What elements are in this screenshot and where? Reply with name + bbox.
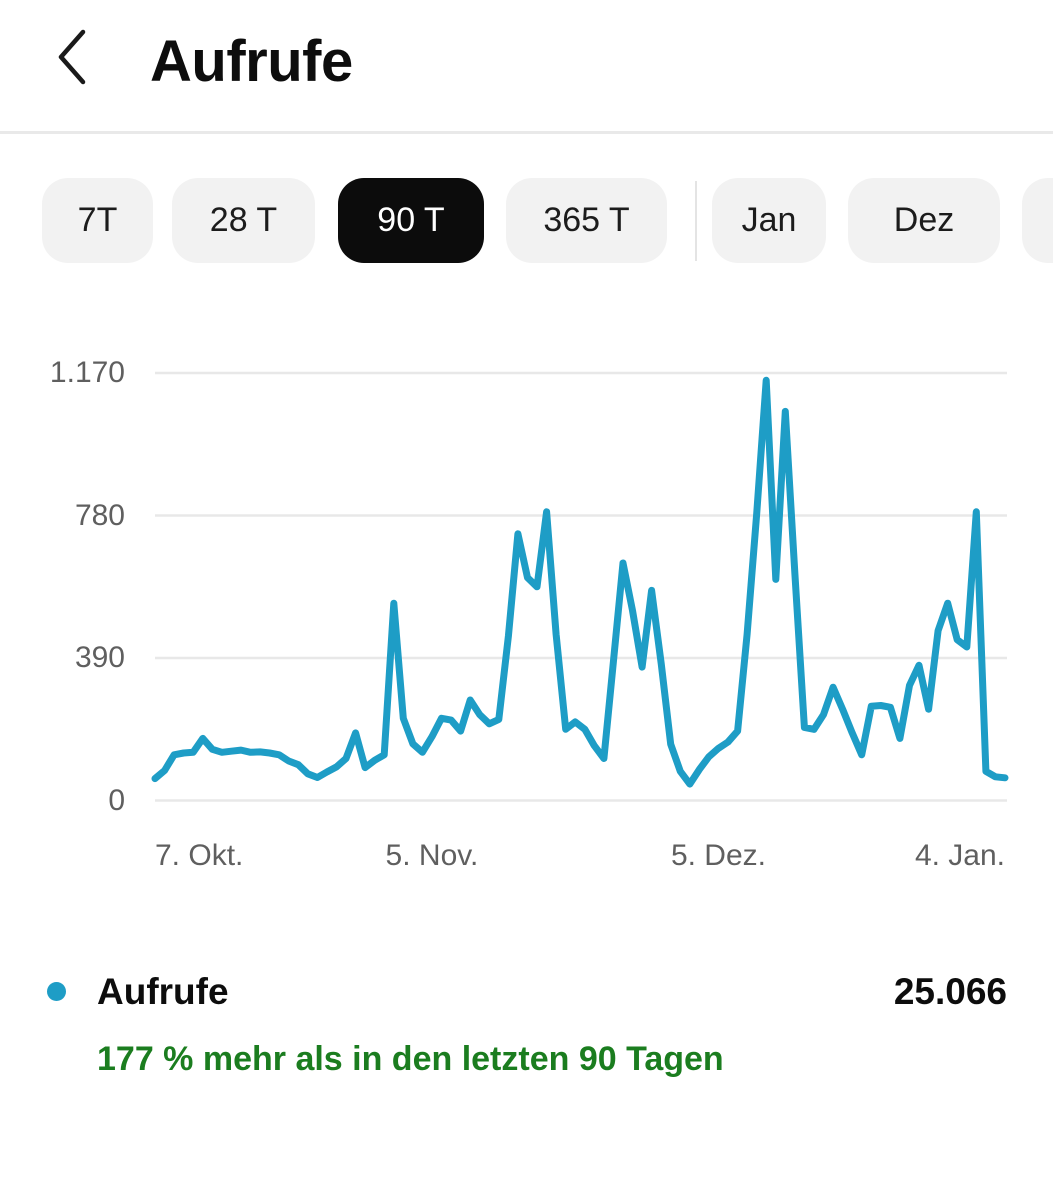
y-axis-label: 390 — [74, 641, 125, 674]
x-axis-label: 5. Nov. — [385, 839, 479, 872]
filter-pill-365d[interactable]: 365 T — [506, 178, 667, 263]
page-title: Aufrufe — [150, 29, 353, 94]
chevron-left-icon — [55, 28, 89, 89]
line-chart[interactable] — [0, 340, 1053, 820]
y-axis-label: 1.170 — [49, 356, 125, 389]
filter-pill-28d[interactable]: 28 T — [172, 178, 315, 263]
header-divider — [0, 131, 1053, 134]
filter-pill-partial[interactable] — [1022, 178, 1053, 263]
legend-series-name: Aufrufe — [97, 971, 229, 1012]
y-axis-label: 0 — [108, 783, 125, 817]
series-dot-icon — [47, 982, 66, 1001]
legend-delta-text: 177 % mehr als in den letzten 90 Tagen — [97, 1040, 724, 1078]
filter-group-divider — [695, 181, 697, 261]
filter-pill-dez[interactable]: Dez — [848, 178, 1000, 263]
back-button[interactable] — [48, 24, 96, 92]
y-axis-label: 780 — [74, 498, 125, 532]
filter-pill-90d[interactable]: 90 T — [338, 178, 484, 263]
filter-pill-7d[interactable]: 7T — [42, 178, 153, 263]
views-series-line — [151, 376, 1009, 788]
legend-total-value: 25.066 — [893, 971, 1007, 1012]
x-axis-label: 5. Dez. — [670, 839, 766, 872]
x-axis-label: 7. Okt. — [155, 839, 244, 872]
chart-gridlines — [155, 371, 1007, 802]
x-axis-label: 4. Jan. — [914, 839, 1005, 872]
filter-pill-jan[interactable]: Jan — [712, 178, 826, 263]
